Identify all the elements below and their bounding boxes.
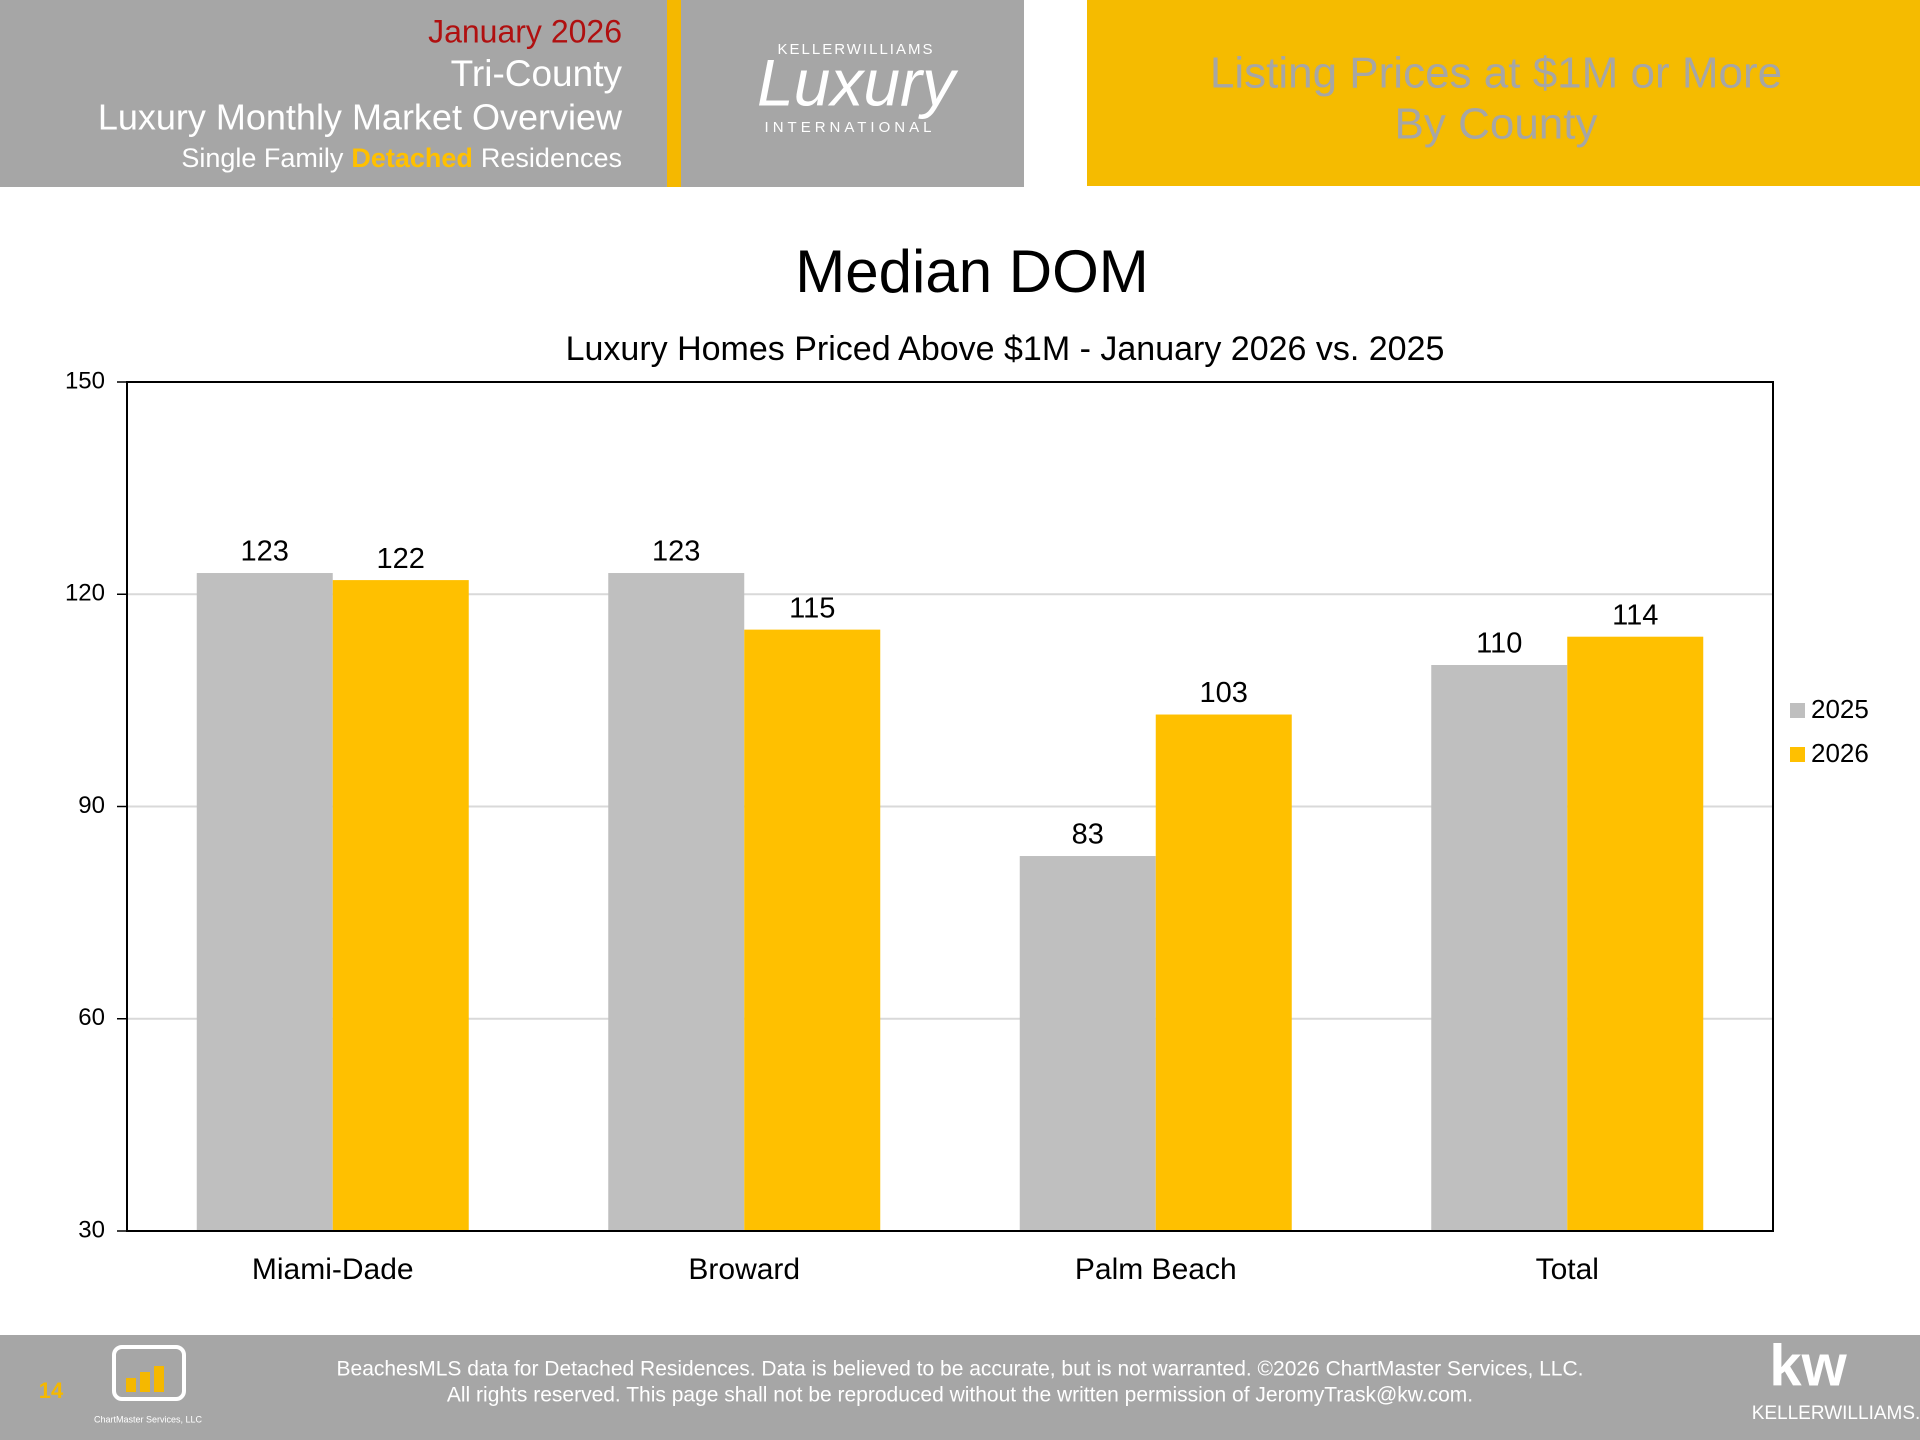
data-label: 83 xyxy=(1072,819,1104,851)
subtitle-highlight: Detached xyxy=(351,143,473,173)
legend-swatch xyxy=(1790,703,1805,718)
y-tick-label: 150 xyxy=(65,367,105,394)
y-tick-label: 120 xyxy=(65,580,105,607)
header-title: Luxury Monthly Market Overview xyxy=(98,97,623,138)
bar xyxy=(1567,636,1704,1231)
header-region: Tri-County xyxy=(451,53,623,94)
chart-subtitle: Luxury Homes Priced Above $1M - January … xyxy=(566,330,1445,368)
y-tick-label: 30 xyxy=(78,1216,105,1243)
y-tick-label: 90 xyxy=(78,792,105,819)
bar xyxy=(1431,665,1568,1231)
x-tick-label: Miami-Dade xyxy=(252,1253,414,1286)
data-label: 115 xyxy=(789,592,835,624)
x-tick-label: Total xyxy=(1536,1253,1599,1286)
chartmaster-icon xyxy=(154,1366,164,1392)
subtitle-text: Single Family xyxy=(181,143,344,173)
kw-logo: kw xyxy=(1769,1333,1847,1398)
logo-top: KELLERWILLIAMS xyxy=(778,41,935,58)
section-box xyxy=(1087,0,1920,186)
chartmaster-label: ChartMaster Services, LLC xyxy=(94,1414,203,1424)
bar xyxy=(608,573,745,1231)
footer-note: All rights reserved. This page shall not… xyxy=(447,1384,1473,1407)
chart: 30 60 90 120 150 Miami-Dade 123 122 Broward 123 11… xyxy=(65,367,1869,1286)
data-label: 103 xyxy=(1200,677,1248,709)
chartmaster-icon xyxy=(140,1372,150,1392)
header-date: January 2026 xyxy=(428,13,622,49)
data-label: 123 xyxy=(652,536,700,568)
x-tick-label: Palm Beach xyxy=(1075,1253,1237,1286)
x-tick-label: Broward xyxy=(688,1253,800,1286)
footer-note: BeachesMLS data for Detached Residences.… xyxy=(337,1358,1584,1381)
data-label: 114 xyxy=(1612,599,1658,631)
logo-script: Luxury xyxy=(757,45,959,119)
y-tick-label: 60 xyxy=(78,1004,105,1031)
logo-bottom: INTERNATIONAL xyxy=(765,119,936,136)
header-band xyxy=(0,0,1024,187)
subtitle-text: Residences xyxy=(481,143,622,173)
bar xyxy=(1155,714,1292,1231)
bar xyxy=(196,573,333,1231)
bar xyxy=(1019,856,1156,1231)
legend-label: 2025 xyxy=(1811,694,1869,724)
footer-band xyxy=(0,1335,1920,1440)
chart-title: Median DOM xyxy=(795,238,1148,305)
section-title: Listing Prices at $1M or More xyxy=(1210,49,1782,98)
header-divider xyxy=(667,0,681,187)
kw-name: KELLERWILLIAMS. xyxy=(1752,1403,1920,1424)
page-number: 14 xyxy=(39,1378,64,1403)
chartmaster-icon xyxy=(126,1378,136,1392)
data-label: 122 xyxy=(377,543,425,575)
chartmaster-icon xyxy=(112,1345,186,1401)
bar xyxy=(744,629,881,1231)
section-title: By County xyxy=(1395,100,1598,149)
header-subtitle: Single Family Detached Residences xyxy=(181,143,622,173)
data-label: 110 xyxy=(1476,628,1522,660)
legend-label: 2026 xyxy=(1811,738,1869,768)
data-label: 123 xyxy=(241,536,289,568)
legend-swatch xyxy=(1790,747,1805,762)
bar xyxy=(332,580,469,1231)
plot-border xyxy=(126,381,1774,1232)
